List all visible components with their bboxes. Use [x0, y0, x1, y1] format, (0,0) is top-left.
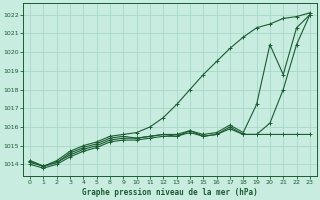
X-axis label: Graphe pression niveau de la mer (hPa): Graphe pression niveau de la mer (hPa): [82, 188, 258, 197]
